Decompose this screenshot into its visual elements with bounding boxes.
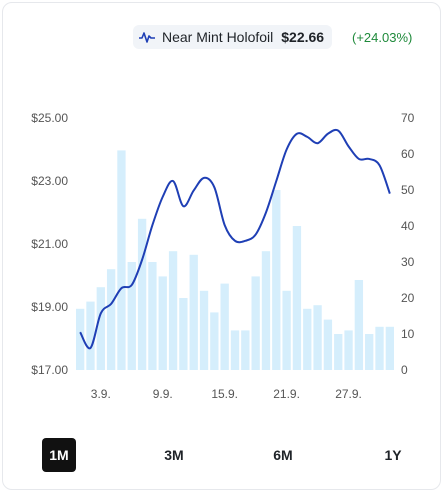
volume-bar	[354, 280, 364, 370]
volume-bar	[179, 298, 188, 370]
x-tick-label: 3.9.	[91, 387, 111, 401]
range-6m-button[interactable]: 6M	[273, 447, 293, 463]
y-left-tick-label: $19.00	[31, 300, 68, 314]
volume-bar	[282, 290, 291, 370]
price-chart-card	[2, 2, 441, 490]
x-tick-label: 9.9.	[153, 387, 173, 401]
volume-bar	[272, 190, 281, 370]
price-volume-chart: $25.00 $23.00 $21.00 $19.00 $17.00 70 60 50 40 30…	[31, 111, 415, 401]
volume-bar	[334, 334, 343, 370]
volume-bar	[106, 269, 116, 370]
volume-bar	[117, 150, 126, 370]
range-selector: 1M 3M 6M 1Y	[40, 438, 405, 472]
volume-bar	[148, 262, 157, 370]
volume-bar	[168, 251, 178, 370]
volume-bar	[199, 290, 209, 370]
range-1m-button[interactable]: 1M	[42, 438, 76, 472]
variant-label: Near Mint Holofoil	[162, 29, 274, 45]
variant-price-pill[interactable]: Near Mint Holofoil $22.66	[133, 25, 333, 49]
volume-bar	[292, 226, 302, 370]
volume-bar	[76, 308, 85, 370]
pulse-icon	[139, 32, 155, 43]
volume-bar	[220, 283, 229, 370]
x-tick-label: 15.9.	[211, 387, 238, 401]
x-tick-label: 27.9.	[335, 387, 362, 401]
y-right-tick-label: 60	[401, 147, 415, 161]
volume-bar	[261, 251, 271, 370]
volume-bar	[137, 218, 147, 370]
volume-bar	[189, 254, 198, 370]
volume-bar	[86, 301, 95, 370]
volume-bar	[210, 312, 219, 370]
y-right-tick-label: 40	[401, 219, 415, 233]
range-3m-button[interactable]: 3M	[164, 447, 184, 463]
volume-bar	[385, 326, 394, 370]
y-right-tick-label: 0	[401, 363, 408, 377]
y-right-tick-label: 20	[401, 291, 415, 305]
y-left-tick-label: $21.00	[31, 237, 68, 251]
y-left-tick-label: $17.00	[31, 363, 68, 377]
volume-bar	[365, 334, 374, 370]
y-right-tick-label: 70	[401, 111, 415, 125]
range-1y-button[interactable]: 1Y	[384, 447, 402, 463]
y-right-tick-label: 50	[401, 183, 415, 197]
price-line	[79, 128, 391, 350]
volume-bar	[158, 276, 167, 370]
x-tick-label: 21.9.	[273, 387, 300, 401]
volume-bar	[375, 326, 384, 370]
y-left-tick-label: $23.00	[31, 174, 68, 188]
volume-bar	[323, 319, 333, 370]
volume-bar	[303, 308, 312, 370]
volume-bar	[313, 305, 322, 370]
volume-bar	[230, 330, 240, 370]
volume-bar	[241, 330, 250, 370]
volume-bar	[344, 330, 353, 370]
volume-bar	[127, 262, 136, 370]
current-price: $22.66	[281, 29, 325, 45]
y-right-tick-label: 30	[401, 255, 415, 269]
y-right-tick-label: 10	[401, 327, 415, 341]
volume-bar	[251, 276, 260, 370]
volume-bar	[96, 287, 105, 370]
y-left-tick-label: $25.00	[31, 111, 68, 125]
price-change: (+24.03%)	[352, 30, 413, 45]
